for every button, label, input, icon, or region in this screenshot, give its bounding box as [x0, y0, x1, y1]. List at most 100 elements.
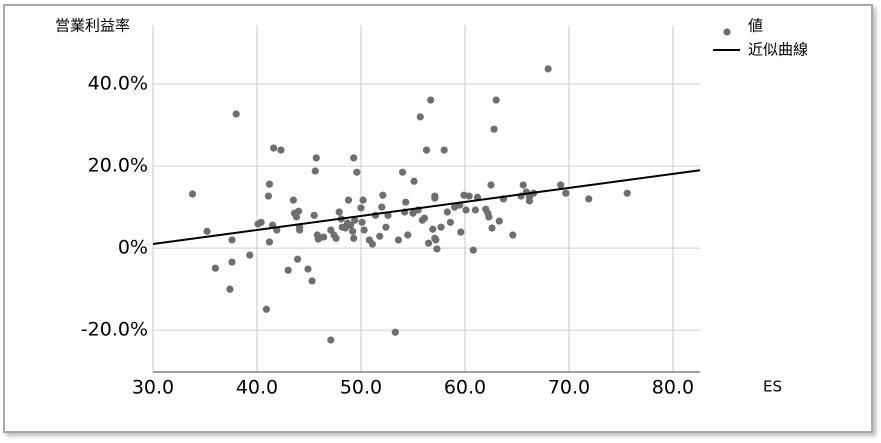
- legend-label: 近似曲線: [748, 41, 808, 59]
- point: [404, 231, 412, 239]
- x-tick-label: 30.0: [132, 377, 174, 399]
- point: [335, 208, 343, 216]
- point: [294, 207, 303, 215]
- point: [310, 211, 318, 219]
- point: [544, 65, 552, 73]
- point: [350, 234, 358, 242]
- point: [424, 239, 433, 247]
- point: [265, 180, 274, 188]
- point: [416, 113, 424, 121]
- point: [311, 167, 319, 175]
- point: [344, 196, 353, 204]
- point: [557, 181, 565, 189]
- legend-marker: [723, 28, 731, 36]
- point: [379, 191, 387, 199]
- point: [270, 144, 278, 152]
- point: [357, 204, 365, 212]
- point: [262, 305, 270, 313]
- point: [284, 266, 292, 274]
- x-tick-label: 60.0: [444, 377, 486, 399]
- point: [410, 177, 418, 185]
- point: [391, 328, 399, 336]
- point: [246, 251, 254, 259]
- point: [420, 214, 429, 222]
- point: [562, 189, 570, 197]
- point: [623, 189, 631, 197]
- frame: [3, 4, 873, 433]
- legend-label: 値: [748, 17, 763, 35]
- point: [490, 125, 498, 133]
- point: [232, 110, 240, 118]
- point: [349, 227, 357, 235]
- point: [211, 264, 219, 272]
- point: [585, 195, 593, 203]
- trend-line: [152, 169, 701, 246]
- point: [351, 216, 359, 224]
- point: [346, 221, 355, 229]
- point: [265, 238, 274, 246]
- point: [446, 218, 455, 226]
- y-tick-label: 20.0%: [88, 155, 148, 177]
- y-tick-label: 0%: [118, 237, 148, 259]
- point: [398, 168, 407, 176]
- point: [492, 96, 500, 104]
- point: [353, 168, 361, 176]
- point: [437, 223, 445, 231]
- point: [402, 198, 410, 206]
- point: [304, 265, 312, 273]
- point: [443, 208, 451, 216]
- point: [312, 154, 320, 162]
- point: [422, 146, 431, 154]
- point: [327, 336, 335, 344]
- point: [440, 146, 448, 154]
- point: [509, 231, 517, 239]
- point: [264, 192, 273, 200]
- point: [332, 234, 340, 242]
- point: [465, 192, 473, 200]
- point: [358, 218, 366, 226]
- x-tick-label: 70.0: [548, 377, 590, 399]
- point: [427, 96, 435, 104]
- point: [429, 225, 437, 233]
- point: [228, 236, 236, 244]
- point: [188, 190, 197, 198]
- point: [432, 236, 440, 244]
- chart-title: 営業利益率: [55, 17, 130, 35]
- point: [277, 146, 285, 154]
- point: [394, 236, 403, 244]
- point: [360, 226, 368, 234]
- point: [519, 181, 527, 189]
- x-axis-label: ES: [763, 378, 782, 396]
- y-tick-label: -20.0%: [81, 319, 148, 341]
- point: [471, 206, 479, 214]
- point: [203, 227, 211, 235]
- point: [457, 228, 465, 236]
- point: [319, 233, 328, 241]
- x-tick-label: 40.0: [236, 377, 278, 399]
- point: [292, 213, 301, 221]
- point: [359, 196, 367, 204]
- point: [368, 240, 377, 248]
- point: [382, 223, 390, 231]
- point: [462, 206, 470, 214]
- point: [487, 181, 495, 189]
- point: [350, 154, 358, 162]
- point: [226, 285, 234, 293]
- point: [228, 258, 236, 266]
- point: [378, 203, 386, 211]
- point: [431, 194, 439, 202]
- y-tick-label: 40.0%: [88, 73, 148, 95]
- point: [409, 209, 417, 217]
- point: [433, 245, 441, 253]
- x-tick-label: 50.0: [340, 377, 382, 399]
- point: [376, 232, 384, 240]
- point: [488, 224, 496, 232]
- point: [257, 218, 265, 226]
- point: [485, 213, 493, 221]
- x-tick-label: 80.0: [652, 377, 694, 399]
- point: [289, 196, 297, 204]
- point: [469, 246, 477, 254]
- point: [293, 255, 302, 263]
